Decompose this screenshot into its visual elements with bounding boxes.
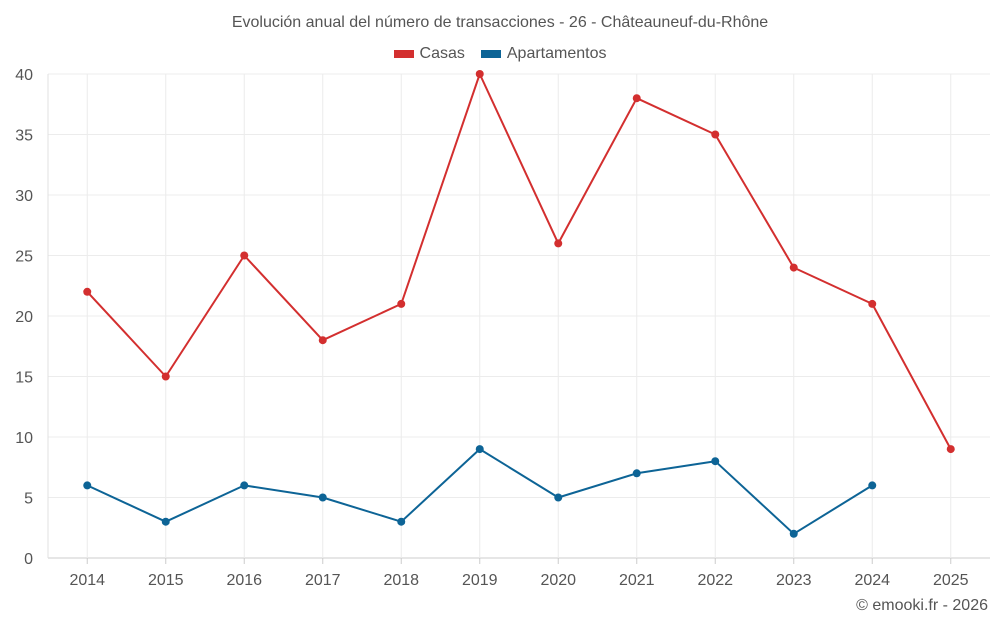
legend-swatch-apartamentos — [480, 50, 501, 58]
x-tick-label: 2021 — [619, 572, 655, 589]
x-tick-label: 2019 — [462, 572, 498, 589]
x-tick-label: 2024 — [854, 572, 890, 589]
x-tick-label: 2014 — [69, 572, 105, 589]
data-point-casas — [318, 336, 327, 345]
y-tick-label: 10 — [15, 430, 33, 447]
x-tick-label: 2025 — [933, 572, 969, 589]
x-tick-label: 2015 — [148, 572, 184, 589]
data-point-apartamentos — [554, 493, 563, 502]
x-tick-label: 2017 — [305, 572, 341, 589]
credit-text: © emooki.fr - 2026 — [856, 597, 988, 614]
y-tick-label: 15 — [15, 370, 33, 387]
data-point-apartamentos — [83, 481, 92, 490]
data-point-casas — [711, 130, 720, 139]
data-point-casas — [397, 299, 406, 308]
data-point-casas — [632, 94, 641, 103]
x-tick-label: 2022 — [697, 572, 733, 589]
data-point-apartamentos — [475, 445, 484, 454]
y-tick-label: 30 — [15, 188, 33, 205]
legend-label-casas: Casas — [419, 45, 465, 62]
y-tick-label: 5 — [24, 491, 33, 508]
data-point-apartamentos — [711, 457, 720, 466]
data-point-apartamentos — [868, 481, 877, 490]
y-tick-label: 20 — [15, 309, 33, 326]
data-point-apartamentos — [240, 481, 249, 490]
x-tick-label: 2018 — [383, 572, 419, 589]
y-tick-label: 35 — [15, 128, 33, 145]
data-point-apartamentos — [789, 529, 798, 538]
legend-label-apartamentos: Apartamentos — [506, 45, 607, 62]
legend-item-apartamentos[interactable]: Apartamentos — [480, 45, 607, 63]
y-tick-label: 0 — [24, 551, 33, 568]
data-point-apartamentos — [632, 469, 641, 478]
data-point-apartamentos — [161, 517, 170, 526]
x-tick-label: 2020 — [540, 572, 576, 589]
data-point-casas — [240, 251, 249, 260]
data-point-casas — [554, 239, 563, 248]
x-tick-label: 2016 — [226, 572, 262, 589]
data-point-apartamentos — [318, 493, 327, 502]
data-point-casas — [868, 299, 877, 308]
data-point-casas — [789, 263, 798, 272]
series-line-casas — [86, 73, 952, 450]
legend-item-casas[interactable]: Casas — [393, 45, 465, 63]
data-point-casas — [946, 445, 955, 454]
legend-swatch-casas — [393, 50, 414, 58]
legend: Casas Apartamentos — [0, 45, 1000, 63]
y-tick-label: 25 — [15, 249, 33, 266]
x-tick-label: 2023 — [776, 572, 812, 589]
data-point-casas — [475, 70, 484, 78]
data-point-casas — [83, 287, 92, 296]
data-point-apartamentos — [397, 517, 406, 526]
data-point-casas — [161, 372, 170, 381]
chart-title: Evolución anual del número de transaccio… — [231, 14, 769, 31]
y-tick-label: 40 — [15, 67, 33, 84]
